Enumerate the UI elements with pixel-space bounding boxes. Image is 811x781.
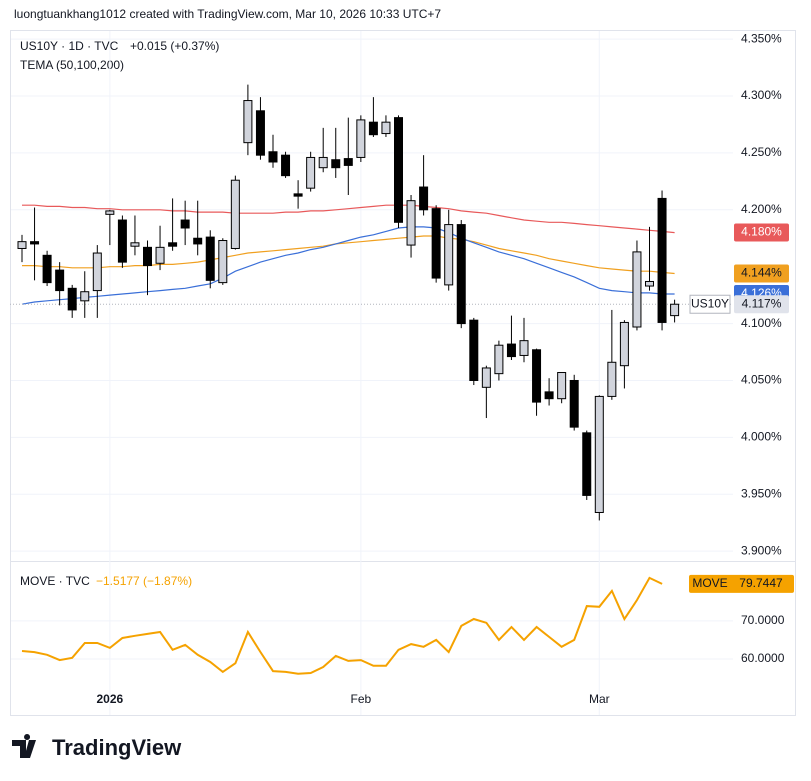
last-value-label: 4.144% bbox=[741, 266, 782, 280]
candle-body bbox=[130, 242, 140, 247]
move-line bbox=[21, 576, 663, 675]
candle-body bbox=[557, 372, 567, 400]
y-tick-label: 4.050% bbox=[741, 373, 782, 387]
candle-body bbox=[619, 321, 629, 367]
candle-body bbox=[193, 237, 203, 245]
logo-text: TradingView bbox=[52, 735, 182, 760]
y-tick-label: 4.100% bbox=[741, 316, 782, 330]
candle-body bbox=[318, 156, 328, 169]
candle-body bbox=[394, 117, 403, 223]
move-label-value: 79.7447 bbox=[739, 576, 783, 590]
candle-body bbox=[532, 349, 542, 403]
indicator-label: TEMA (50,100,200) bbox=[20, 58, 124, 72]
candle-body bbox=[105, 210, 115, 215]
candle-body bbox=[519, 340, 529, 356]
grid bbox=[11, 31, 733, 715]
candle-body bbox=[117, 219, 127, 263]
logo: TradingView bbox=[12, 734, 182, 760]
x-tick-label: 2026 bbox=[96, 692, 123, 706]
candle-body bbox=[481, 367, 491, 388]
candle-body bbox=[343, 158, 353, 166]
header: luongtuankhang1012 created with TradingV… bbox=[14, 7, 441, 21]
tema-line bbox=[22, 235, 675, 275]
candle-body bbox=[281, 154, 291, 177]
candle-body bbox=[670, 303, 680, 317]
candle-body bbox=[632, 251, 642, 328]
candle-body bbox=[456, 224, 466, 325]
candle-body bbox=[607, 361, 617, 397]
y-tick-label: 3.950% bbox=[741, 486, 782, 500]
candle-body bbox=[657, 197, 667, 323]
candle-body bbox=[431, 208, 441, 279]
logo-icon bbox=[12, 734, 36, 758]
candle-body bbox=[444, 224, 454, 286]
move-label-box bbox=[689, 574, 794, 593]
candle-body bbox=[293, 193, 303, 197]
candle-body bbox=[180, 219, 190, 229]
candle-body bbox=[506, 343, 516, 358]
candle-body bbox=[331, 159, 341, 169]
candle-body bbox=[155, 246, 165, 264]
chart-frame bbox=[10, 30, 796, 716]
candle-body bbox=[469, 319, 479, 381]
candle-body bbox=[368, 121, 378, 136]
move-change: −1.5177 (−1.87%) bbox=[96, 574, 192, 588]
candle-body bbox=[80, 291, 90, 302]
symbol-tag: US10Y bbox=[691, 296, 729, 310]
candle-body bbox=[406, 200, 416, 246]
y-tick-label: 3.900% bbox=[741, 543, 782, 557]
y-tick-label: 4.200% bbox=[741, 202, 782, 216]
candle-body bbox=[381, 121, 391, 135]
symbol-label: US10Y · 1D · TVC bbox=[20, 39, 119, 53]
candle-body bbox=[92, 252, 102, 292]
candle-body bbox=[594, 395, 604, 513]
y-tick-label: 4.250% bbox=[741, 145, 782, 159]
y-tick-label: 70.0000 bbox=[741, 613, 785, 627]
price-change: +0.015 (+0.37%) bbox=[130, 39, 219, 53]
candle-body bbox=[243, 100, 253, 144]
symbol-tag-box bbox=[689, 294, 731, 314]
candle-body bbox=[55, 269, 65, 292]
y-tick-label: 60.0000 bbox=[741, 651, 785, 665]
candle-body bbox=[42, 254, 52, 284]
last-price-label-box bbox=[734, 295, 789, 314]
candle-body bbox=[356, 119, 366, 158]
candle-body bbox=[494, 344, 504, 375]
y-tick-label: 4.300% bbox=[741, 88, 782, 102]
x-tick-label: Feb bbox=[351, 692, 372, 706]
last-value-label-box bbox=[734, 264, 789, 283]
tema-line bbox=[21, 226, 675, 305]
candle-body bbox=[218, 240, 228, 284]
candle-body bbox=[168, 242, 178, 247]
candle-body bbox=[306, 156, 316, 189]
last-price-label: 4.117% bbox=[742, 296, 782, 310]
tema-line bbox=[22, 204, 675, 234]
move-legend: MOVE · TVC bbox=[20, 574, 90, 588]
candle-body bbox=[205, 236, 215, 281]
candle-body bbox=[268, 151, 278, 163]
last-value-label: 4.180% bbox=[741, 225, 782, 239]
last-value-label-box bbox=[734, 223, 789, 242]
candle-body bbox=[17, 241, 27, 249]
candle-body bbox=[419, 186, 429, 211]
candle-body bbox=[544, 391, 554, 400]
candle-body bbox=[30, 241, 40, 245]
candle-body bbox=[582, 432, 592, 496]
candle-body bbox=[143, 246, 152, 267]
y-tick-label: 4.350% bbox=[741, 31, 782, 45]
candle-body bbox=[645, 280, 654, 287]
candle-body bbox=[255, 110, 265, 156]
candle-body bbox=[569, 379, 579, 428]
y-tick-label: 4.000% bbox=[741, 430, 782, 444]
move-label-name: MOVE bbox=[692, 576, 727, 590]
candle-body bbox=[67, 287, 77, 311]
x-tick-label: Mar bbox=[589, 692, 610, 706]
candle-body bbox=[230, 179, 240, 249]
